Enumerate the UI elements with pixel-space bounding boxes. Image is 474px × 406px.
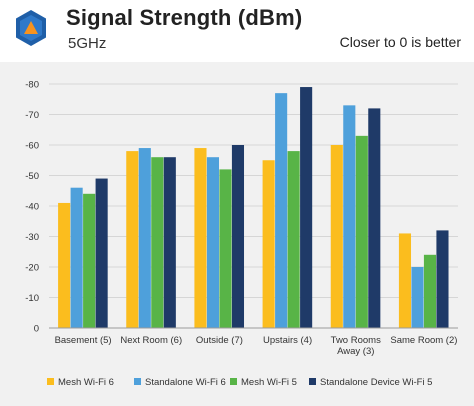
legend-swatch xyxy=(309,378,316,385)
bar xyxy=(330,145,343,328)
bar xyxy=(231,145,245,328)
bar xyxy=(368,108,381,329)
x-tick-label: Next Room (6) xyxy=(120,335,182,346)
bar xyxy=(58,202,71,328)
y-tick-label: -50 xyxy=(25,171,39,182)
x-tick-label: Away (3) xyxy=(337,346,374,357)
legend-label: Standalone Wi-Fi 6 xyxy=(145,377,226,388)
bar xyxy=(151,157,164,328)
bar xyxy=(275,93,288,329)
bar xyxy=(355,135,368,328)
chart-header: Signal Strength (dBm) 5GHz Closer to 0 i… xyxy=(0,0,474,62)
bar xyxy=(163,157,176,328)
legend-swatch xyxy=(230,378,237,385)
bar xyxy=(70,187,83,328)
bar xyxy=(436,230,449,328)
bar xyxy=(287,151,300,328)
chart-title: Signal Strength (dBm) xyxy=(66,5,303,30)
bar xyxy=(194,148,207,328)
bar xyxy=(138,148,151,328)
legend-label: Standalone Device Wi-Fi 5 xyxy=(320,377,432,388)
x-tick-label: Upstairs (4) xyxy=(263,335,312,346)
x-tick-label: Outside (7) xyxy=(196,335,243,346)
y-tick-label: -60 xyxy=(25,141,39,152)
y-tick-label: 0 xyxy=(34,324,39,335)
bar xyxy=(300,87,313,328)
bar xyxy=(398,233,412,328)
chart-subtitle: 5GHz xyxy=(68,35,107,52)
x-tick-label: Two Rooms xyxy=(331,335,381,346)
legend-label: Mesh Wi-Fi 5 xyxy=(241,377,297,388)
bar xyxy=(262,160,275,328)
chart-panel: -80 -70 -60 -50 -40 -30 -20 -10 0 Basement (5) Nex… xyxy=(0,62,474,406)
bar xyxy=(126,151,139,328)
legend-swatch xyxy=(134,378,141,385)
y-tick-label: -10 xyxy=(25,293,39,304)
x-tick-label: Basement (5) xyxy=(55,335,112,346)
y-tick-label: -30 xyxy=(25,232,39,243)
bar xyxy=(95,178,108,328)
bar xyxy=(83,193,96,328)
y-tick-label: -40 xyxy=(25,202,39,213)
y-tick-label: -20 xyxy=(25,263,39,274)
bar xyxy=(219,169,232,328)
bar-chart: -80 -70 -60 -50 -40 -30 -20 -10 0 Basement (5) Nex… xyxy=(25,80,458,388)
bar xyxy=(206,157,220,328)
bar xyxy=(423,254,437,328)
legend-swatch xyxy=(47,378,54,385)
bar xyxy=(411,267,424,328)
site-logo-icon xyxy=(16,10,46,46)
y-tick-label: -80 xyxy=(25,80,39,91)
chart-annotation: Closer to 0 is better xyxy=(339,34,461,50)
bar xyxy=(343,105,356,328)
y-tick-label: -70 xyxy=(25,110,39,121)
x-tick-label: Same Room (2) xyxy=(390,335,457,346)
legend-label: Mesh Wi-Fi 6 xyxy=(58,377,114,388)
